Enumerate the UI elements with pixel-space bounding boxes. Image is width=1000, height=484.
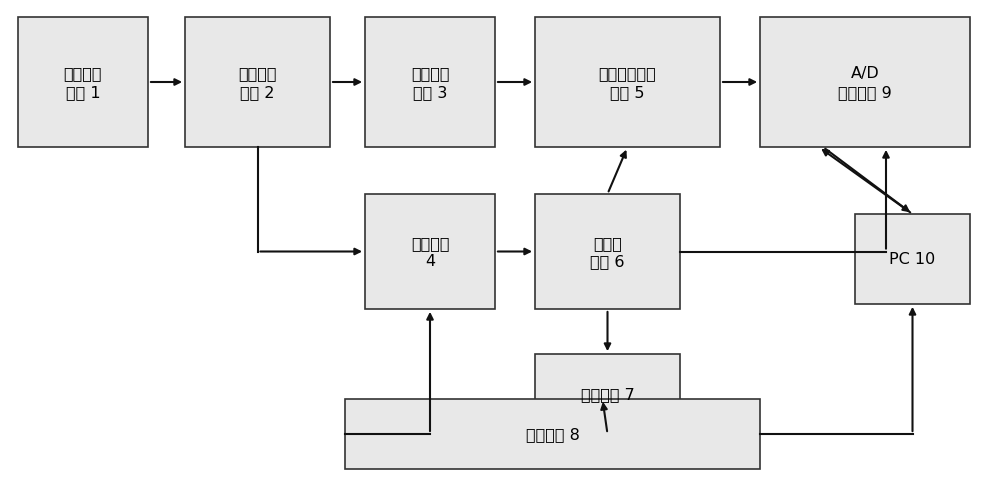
Text: 电路 3: 电路 3 (413, 85, 447, 100)
Text: 主控电路 8: 主控电路 8 (526, 426, 579, 441)
Bar (345, 399, 760, 469)
Text: 取包络: 取包络 (593, 235, 622, 250)
Bar (535, 354, 680, 434)
Text: PC 10: PC 10 (889, 252, 936, 267)
Text: 电路 2: 电路 2 (240, 85, 275, 100)
Text: 前置放大: 前置放大 (64, 66, 102, 81)
Text: 电路 1: 电路 1 (66, 85, 100, 100)
Text: 4: 4 (425, 254, 435, 269)
Bar (18, 18, 148, 148)
Text: 电路 5: 电路 5 (610, 85, 645, 100)
Bar (365, 18, 495, 148)
Text: 电路 6: 电路 6 (590, 254, 625, 269)
Bar (760, 18, 970, 148)
Bar (185, 18, 330, 148)
Text: 二级放大: 二级放大 (411, 66, 449, 81)
Text: 比较电路 7: 比较电路 7 (581, 387, 634, 402)
Text: 窄带滤波: 窄带滤波 (238, 66, 277, 81)
Text: 模拟开关: 模拟开关 (411, 235, 449, 250)
Bar (535, 195, 680, 309)
Text: A/D: A/D (851, 66, 879, 81)
Bar (855, 214, 970, 304)
Bar (365, 195, 495, 309)
Text: 高速程控放大: 高速程控放大 (599, 66, 656, 81)
Bar (535, 18, 720, 148)
Text: 转换电路 9: 转换电路 9 (838, 85, 892, 100)
